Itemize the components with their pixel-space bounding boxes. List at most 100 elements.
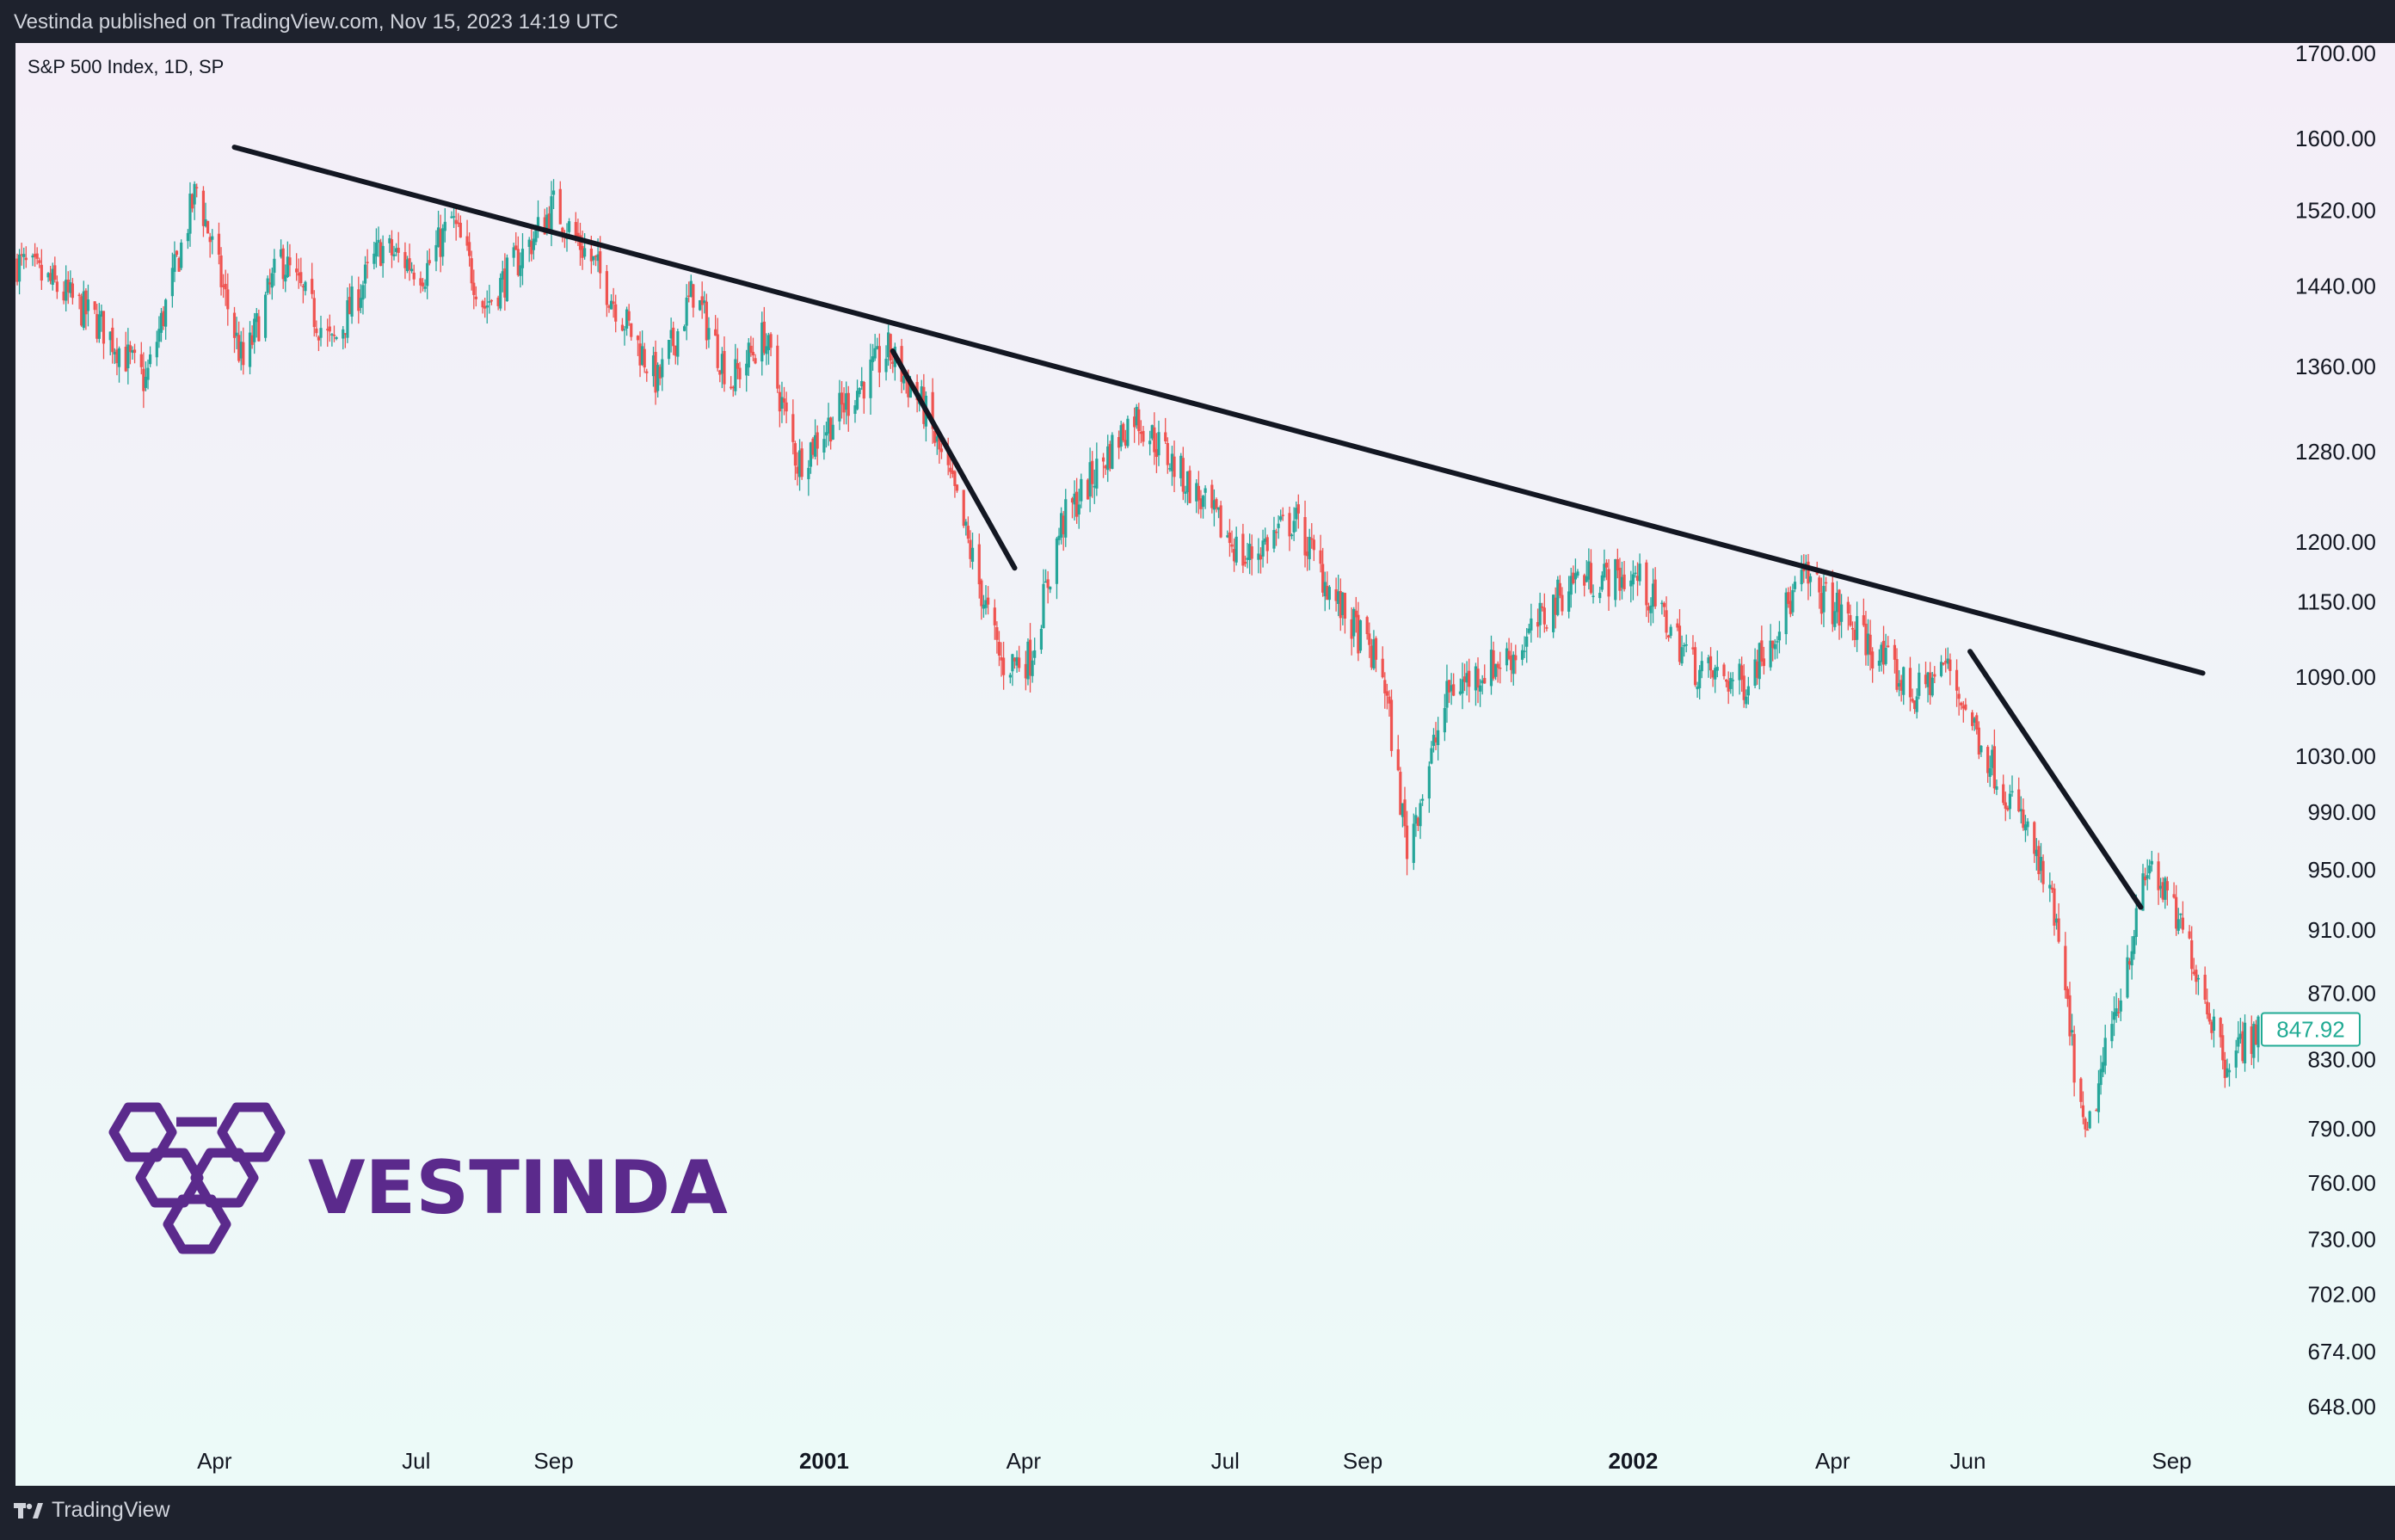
candle-body bbox=[2175, 896, 2178, 929]
candle-body bbox=[2133, 936, 2136, 954]
candle-body bbox=[1818, 577, 1821, 593]
candle-body bbox=[190, 194, 194, 209]
candle-body bbox=[1499, 667, 1502, 669]
candle-body bbox=[1988, 767, 1992, 777]
candle-body bbox=[2252, 1024, 2256, 1058]
candle-body bbox=[1091, 460, 1094, 484]
candle-body bbox=[1281, 514, 1284, 516]
candle-body bbox=[311, 279, 314, 294]
candle-body bbox=[248, 332, 252, 367]
candle-body bbox=[1396, 748, 1400, 771]
candle-body bbox=[315, 328, 318, 334]
trendline[interactable] bbox=[890, 348, 1018, 571]
candle-body bbox=[1960, 702, 1963, 705]
candle-body bbox=[1538, 602, 1542, 625]
candle-body bbox=[49, 273, 52, 281]
candle-body bbox=[1808, 576, 1813, 582]
candle-body bbox=[1862, 615, 1865, 625]
candle-body bbox=[1216, 507, 1221, 510]
candle-body bbox=[1274, 531, 1278, 533]
candle-body bbox=[2172, 894, 2176, 898]
candle-body bbox=[1447, 680, 1451, 693]
trendline[interactable] bbox=[231, 145, 2206, 676]
candle-body bbox=[1507, 650, 1511, 659]
time-axis[interactable]: Apr Jul Sep 2001 Apr Jul Sep 2002 Apr Jun Sep bbox=[197, 1448, 2192, 1474]
last-price-label: 847.92 bbox=[2276, 1016, 2345, 1042]
candle-body bbox=[1926, 672, 1930, 687]
candle-body bbox=[348, 297, 352, 315]
candle-body bbox=[2103, 1038, 2107, 1066]
candle-body bbox=[195, 187, 199, 188]
candle-body bbox=[1296, 504, 1300, 514]
candle-body bbox=[592, 256, 595, 261]
candle-body bbox=[800, 448, 803, 477]
candle-body bbox=[1188, 470, 1191, 503]
candle-body bbox=[131, 350, 134, 354]
candle-body bbox=[2159, 885, 2163, 889]
candle-body bbox=[263, 294, 268, 338]
candle-body bbox=[550, 196, 553, 234]
candle-body bbox=[1839, 604, 1844, 622]
y-tick-label: 648.00 bbox=[2307, 1394, 2376, 1420]
candle-body bbox=[301, 286, 305, 287]
candle-body bbox=[2048, 884, 2052, 889]
candle-body bbox=[1789, 601, 1792, 614]
candle-body bbox=[423, 286, 427, 289]
candle-body bbox=[2004, 802, 2007, 810]
candle-body bbox=[343, 333, 347, 335]
candle-body bbox=[1212, 500, 1216, 510]
candle-body bbox=[1846, 601, 1850, 614]
trendline[interactable] bbox=[1967, 649, 2144, 910]
candle-body bbox=[250, 335, 254, 345]
candle-body bbox=[97, 314, 101, 339]
candle-body bbox=[1715, 667, 1719, 671]
candle-body bbox=[1527, 628, 1530, 633]
candle-body bbox=[1979, 745, 1983, 753]
candle-body bbox=[1106, 446, 1110, 471]
candle-body bbox=[1075, 491, 1079, 517]
candle-body bbox=[2010, 791, 2014, 793]
candle-body bbox=[1064, 499, 1068, 538]
candle-body bbox=[1372, 639, 1376, 668]
tradingview-logo[interactable]: TradingView bbox=[14, 1498, 170, 1523]
candle-body bbox=[224, 283, 227, 290]
candle-body bbox=[1622, 574, 1626, 589]
candle-body bbox=[1864, 623, 1868, 656]
candle-body bbox=[388, 237, 391, 243]
candle-body bbox=[201, 190, 206, 226]
candle-body bbox=[519, 265, 522, 276]
candle-body bbox=[2057, 918, 2060, 942]
candle-body bbox=[410, 268, 414, 272]
candle-body bbox=[1787, 592, 1790, 605]
candle-body bbox=[253, 318, 256, 342]
candle-body bbox=[699, 299, 702, 311]
candle-body bbox=[77, 294, 81, 297]
candle-body bbox=[1288, 513, 1291, 537]
candle-body bbox=[1246, 557, 1249, 560]
y-tick-label: 674.00 bbox=[2307, 1339, 2376, 1364]
candle-body bbox=[128, 345, 132, 353]
candle-body bbox=[2037, 846, 2041, 875]
candle-body bbox=[1696, 686, 1699, 690]
candle-body bbox=[270, 273, 274, 288]
candle-body bbox=[627, 311, 631, 321]
candle-body bbox=[188, 194, 192, 234]
candle-body bbox=[170, 268, 174, 297]
candle-body bbox=[1044, 581, 1048, 583]
candle-body bbox=[232, 312, 237, 338]
candle-body bbox=[2081, 1105, 2085, 1118]
price-axis[interactable]: 1700.00 1600.00 1520.00 1440.00 1360.00 1280.… bbox=[2295, 40, 2376, 1420]
candle-body bbox=[2019, 809, 2023, 812]
candle-body bbox=[1026, 641, 1030, 680]
candle-body bbox=[1711, 670, 1715, 678]
candle-body bbox=[1556, 579, 1560, 615]
x-tick-label: Sep bbox=[533, 1448, 573, 1474]
candle-body bbox=[1908, 668, 1912, 698]
candle-body bbox=[884, 358, 888, 373]
candle-body bbox=[2227, 1069, 2232, 1073]
candle-body bbox=[1334, 588, 1338, 601]
candle-body bbox=[1807, 561, 1810, 584]
candle-body bbox=[1729, 678, 1733, 689]
candle-body bbox=[359, 298, 362, 308]
